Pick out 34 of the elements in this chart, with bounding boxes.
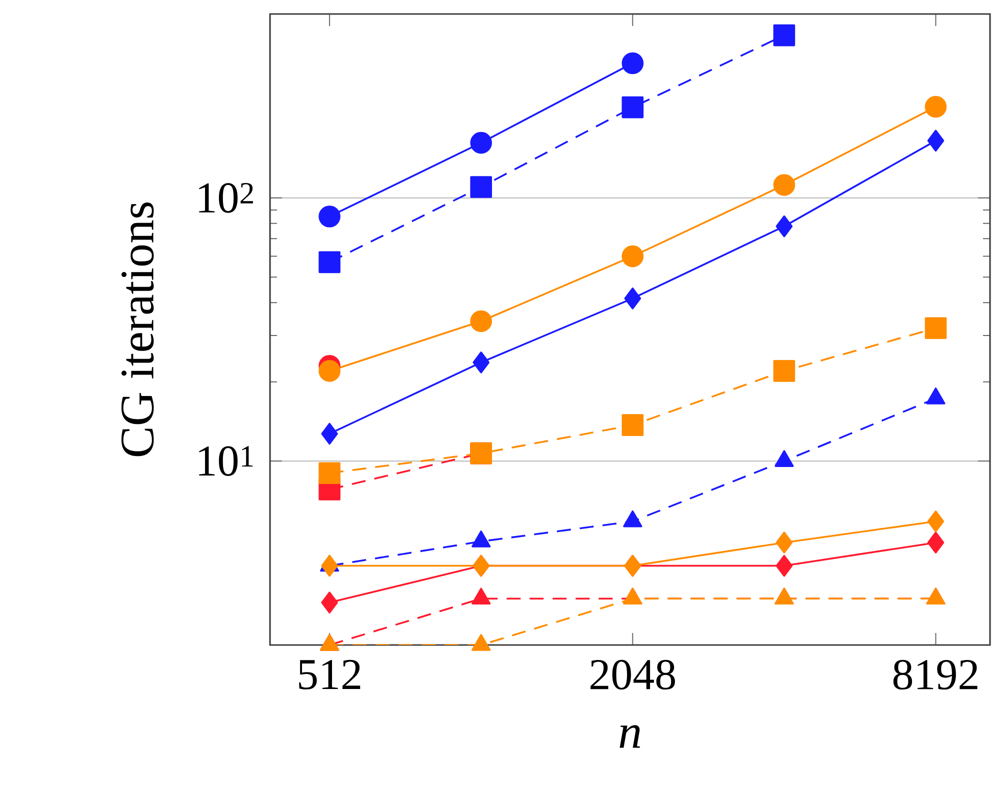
x-tick-label: 8192 <box>893 660 978 690</box>
point <box>470 176 492 198</box>
point <box>924 317 947 340</box>
x-axis-title: n <box>620 725 640 748</box>
point <box>622 245 644 268</box>
point <box>776 215 793 238</box>
point <box>470 132 492 154</box>
x-tick-label: 2048 <box>590 660 675 690</box>
point <box>773 360 796 382</box>
point <box>927 510 944 532</box>
point <box>773 24 796 46</box>
x-tick-label: 512 <box>299 660 360 690</box>
point <box>927 130 944 152</box>
point <box>472 352 490 374</box>
point <box>321 422 338 445</box>
point <box>773 174 796 196</box>
point <box>321 554 338 577</box>
point <box>776 532 793 554</box>
point <box>624 288 642 310</box>
y-tick-label: 10$^{2}$ <box>199 183 253 213</box>
point <box>318 206 340 228</box>
point <box>321 592 338 614</box>
y-tick-label: 10$^{1}$ <box>199 446 253 476</box>
point <box>622 52 644 74</box>
point <box>622 414 644 436</box>
point <box>622 96 644 118</box>
point <box>776 554 793 577</box>
point <box>318 251 340 274</box>
point <box>318 462 340 484</box>
y-axis-title: CG iterations <box>121 202 154 456</box>
point <box>470 310 492 332</box>
point <box>927 532 944 554</box>
point <box>924 96 947 118</box>
point <box>318 360 340 382</box>
